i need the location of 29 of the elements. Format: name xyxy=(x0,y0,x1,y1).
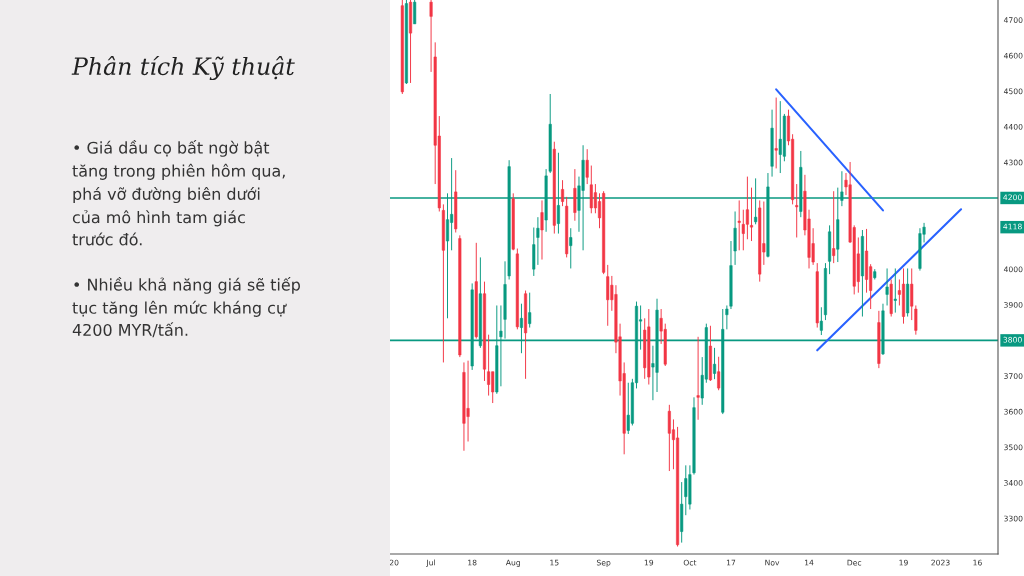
candlestick xyxy=(713,347,717,380)
candlestick xyxy=(778,100,782,174)
candlestick xyxy=(626,382,630,435)
candlestick xyxy=(528,292,532,329)
candlestick xyxy=(717,356,721,391)
text: • Nhiều khả năng giá sẽ tiếp tục tăng lên mức kháng cự 4200 MYR/tấn. xyxy=(72,277,300,338)
candlestick xyxy=(540,199,544,261)
candlestick xyxy=(569,227,573,269)
candlestick xyxy=(696,336,700,421)
candlestick xyxy=(832,190,836,264)
candlestick xyxy=(750,187,754,242)
candlestick xyxy=(491,371,495,404)
candlestick xyxy=(774,97,778,169)
text: • Giá dầu cọ bất ngờ bật tăng trong phiên hôm qua, phá vỡ đường biên dưới của mô hình tam giác trước đó. xyxy=(72,140,285,246)
candlestick xyxy=(561,179,565,207)
candlestick xyxy=(589,165,593,214)
candlestick xyxy=(667,404,671,472)
candlestick xyxy=(885,267,889,306)
candlestick xyxy=(536,216,540,266)
candlestick xyxy=(466,360,470,442)
candlestick xyxy=(413,0,417,25)
candlestick xyxy=(737,199,741,251)
candlestick xyxy=(795,183,799,238)
text: Phân tích Kỹ thuật xyxy=(71,55,295,81)
candlestick xyxy=(893,267,897,314)
candlestick xyxy=(585,148,589,185)
candlestick xyxy=(745,176,749,240)
candlestick xyxy=(819,306,823,336)
candlestick xyxy=(487,334,491,397)
